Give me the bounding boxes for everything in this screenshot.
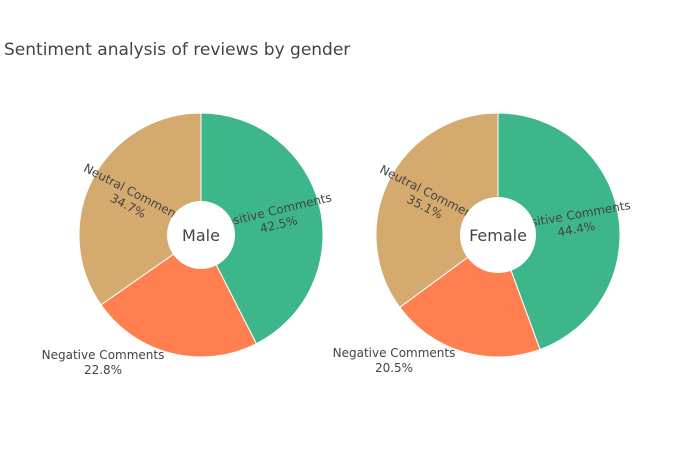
donut-female: Positive Comments44.4%Negative Comments 2… [333,112,632,375]
donut-male: Positive Comments42.5%Negative Comments 2… [42,112,333,377]
chart-title: Sentiment analysis of reviews by gender [4,40,351,60]
slice-label-value: 20.5% [375,361,413,375]
slice-neutral-comments[interactable] [375,112,499,309]
slice-label-value: 44.4% [556,219,596,239]
slice-label-negative-comments: Negative Comments 20.5% [333,346,456,375]
slice-positive-comments[interactable] [497,112,621,351]
slice-label-negative-comments: Negative Comments 22.8% [42,348,165,377]
slice-positive-comments[interactable] [200,112,324,345]
slice-label-value: 22.8% [84,363,122,377]
slice-neutral-comments[interactable] [78,112,202,306]
donut-center-label: Male [182,226,220,245]
slice-label-name: Negative Comments [333,346,456,360]
donut-hole [167,201,235,269]
donut-hole [460,197,536,273]
slice-negative-comments[interactable] [100,234,258,358]
slice-label-name: Negative Comments [42,348,165,362]
donut-center-label: Female [469,226,527,245]
